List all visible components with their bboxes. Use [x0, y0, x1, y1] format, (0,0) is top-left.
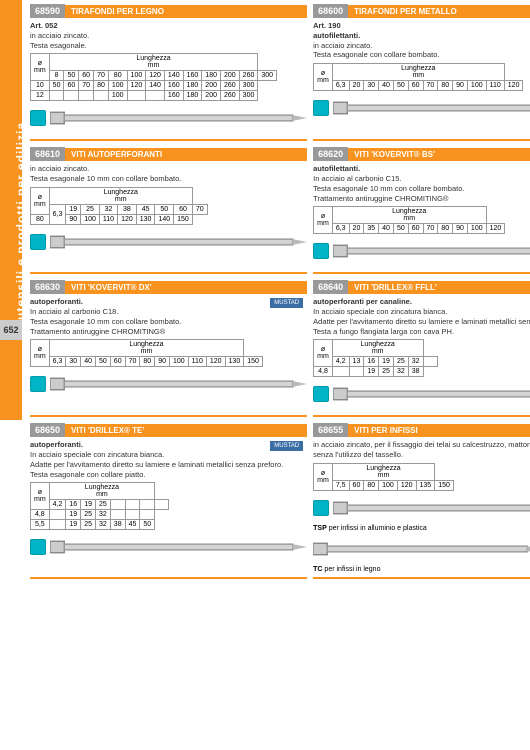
product-title: VITI PER INFISSI: [348, 424, 530, 437]
thumbnail-icon: [313, 243, 329, 259]
product-image: [313, 535, 530, 563]
product-image: [30, 533, 307, 561]
product-block: 68600TIRAFONDI PER METALLO Art. 190autofi…: [313, 4, 530, 141]
product-image: [30, 104, 307, 132]
product-block: 68610VITI AUTOPERFORANTI in acciaio zinca…: [30, 147, 307, 274]
dimensions-table: ømmLunghezzamm6,32035405060708090100120: [313, 206, 505, 234]
product-code: 68640: [313, 280, 348, 294]
product-image: [313, 494, 530, 522]
dimensions-table: ømmLunghezzamm7,56080100120135150: [313, 463, 454, 491]
product-image: [30, 228, 307, 256]
thumbnail-icon: [313, 386, 329, 402]
product-code: 68630: [30, 280, 65, 294]
brand-logo: MUSTAD: [270, 298, 303, 308]
thumbnail-icon: [313, 500, 329, 516]
product-code: 68620: [313, 147, 348, 161]
page-number: 652: [0, 320, 22, 340]
thumbnail-icon: [30, 539, 46, 555]
product-note: TSP per infissi in alluminio e plastica: [313, 525, 530, 532]
product-code: 68600: [313, 4, 348, 18]
product-block: 68650VITI 'DRILLEX® TE' MUSTADautoperfora…: [30, 423, 307, 579]
product-description: in acciaio zincato.Testa esagonale 10 mm…: [30, 164, 307, 184]
product-image: [313, 380, 530, 408]
thumbnail-icon: [30, 110, 46, 126]
product-code: 68655: [313, 423, 348, 437]
product-image: [313, 237, 530, 265]
sidebar-label: utensili e prodotti per edilizia: [14, 122, 28, 320]
product-title: VITI 'DRILLEX® TE': [65, 424, 307, 437]
product-image: [313, 94, 530, 122]
product-code: 68590: [30, 4, 65, 18]
product-title: TIRAFONDI PER METALLO: [348, 5, 530, 18]
thumbnail-icon: [30, 376, 46, 392]
thumbnail-icon: [30, 234, 46, 250]
product-description: autoperforanti.In acciaio al carbonio C1…: [30, 297, 307, 336]
product-note: TC per infissi in legno: [313, 566, 530, 573]
dimensions-table: ømmLunghezzamm6,330405060708090100110120…: [30, 339, 263, 367]
product-title: VITI 'DRILLEX® FFLL': [348, 281, 530, 294]
brand-logo: MUSTAD: [270, 441, 303, 451]
dimensions-table: ømmLunghezzamm6,320304050607080901001101…: [313, 63, 523, 91]
product-block: 68630VITI 'KOVERVIT® DX' MUSTADautoperfor…: [30, 280, 307, 417]
sidebar-tab: utensili e prodotti per edilizia: [0, 0, 22, 420]
product-block: 68640VITI 'DRILLEX® FFLL'MUSTADautoperfo…: [313, 280, 530, 417]
product-block: 68590TIRAFONDI PER LEGNO Art. 052in accia…: [30, 4, 307, 141]
dimensions-table: ømmLunghezzamm4,21619254,81925325,519253…: [30, 482, 169, 530]
thumbnail-icon: [313, 100, 329, 116]
dimensions-table: ømmLunghezzamm4,213161925324,819253238: [313, 339, 437, 377]
product-description: autofilettanti.In acciaio al carbonio C1…: [313, 164, 530, 203]
product-image: [30, 370, 307, 398]
product-block: 68620VITI 'KOVERVIT® BS'MUSTADautofilett…: [313, 147, 530, 274]
product-description: in acciaio zincato, per il fissaggio dei…: [313, 440, 530, 460]
product-code: 68650: [30, 423, 65, 437]
product-description: autoperforanti.In acciaio speciale con z…: [30, 440, 307, 479]
product-block: 68655VITI PER INFISSI in acciaio zincato,…: [313, 423, 530, 579]
product-code: 68610: [30, 147, 65, 161]
product-description: autoperforanti per canaline.In acciaio s…: [313, 297, 530, 336]
product-title: VITI 'KOVERVIT® DX': [65, 281, 307, 294]
dimensions-table: ømmLunghezzamm85060708010012014016018020…: [30, 53, 277, 101]
product-description: Art. 190autofilettanti.in acciaio zincat…: [313, 21, 530, 60]
dimensions-table: ømmLunghezzamm6,319253238455060708090100…: [30, 187, 208, 225]
catalog-grid: 68590TIRAFONDI PER LEGNO Art. 052in accia…: [26, 0, 530, 583]
product-description: Art. 052in acciaio zincato.Testa esagona…: [30, 21, 307, 50]
product-title: VITI 'KOVERVIT® BS': [348, 148, 530, 161]
product-title: VITI AUTOPERFORANTI: [65, 148, 307, 161]
product-title: TIRAFONDI PER LEGNO: [65, 5, 307, 18]
